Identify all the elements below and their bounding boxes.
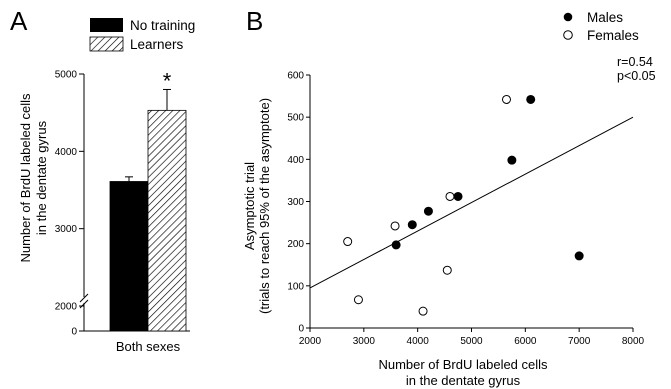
regression-line xyxy=(309,116,634,289)
scatter-y-tick-label: 100 xyxy=(287,281,304,292)
scatter-point-males xyxy=(423,206,433,216)
bar-y-axis-title-line2: in the dentate gyrus xyxy=(34,120,49,235)
scatter-point-males xyxy=(526,94,536,104)
scatter-x-tick-label: 4000 xyxy=(407,336,430,347)
panel-b-letter: B xyxy=(246,6,263,36)
axis-break-mark xyxy=(79,299,89,309)
scatter-y-tick-label: 400 xyxy=(287,155,304,166)
legend-label-no-training: No training xyxy=(130,18,195,33)
scatter-y-tick-label: 0 xyxy=(298,324,304,335)
stat-r: r=0.54 xyxy=(617,55,653,69)
bar-y-tick-label: 0 xyxy=(71,327,77,338)
legend-label-learners: Learners xyxy=(130,37,184,52)
bar-y-tick-label: 4000 xyxy=(55,147,78,158)
scatter-y-tick-label: 300 xyxy=(287,197,304,208)
significance-star: * xyxy=(163,68,172,93)
scatter-point-females xyxy=(501,94,511,104)
scatter-x-tick-label: 2000 xyxy=(299,336,322,347)
axis-break-mark xyxy=(79,293,89,303)
scatter-x-tick-label: 7000 xyxy=(568,336,591,347)
scatter-x-axis-title-line1: Number of BrdU labeled cells xyxy=(378,357,548,372)
scatter-point-females xyxy=(390,221,400,231)
scatter-point-males xyxy=(407,220,417,230)
bar-y-tick-label: 2000 xyxy=(55,302,78,313)
scatter-point-females xyxy=(442,265,452,275)
legend-swatch-learners xyxy=(89,36,124,52)
legend-label-females: Females xyxy=(587,28,639,43)
scatter-axes: 0 100 200 300 400 500 600 2000 3000 4000 5000 6000 7… xyxy=(287,71,644,348)
bar-learners xyxy=(147,109,187,332)
scatter-y-tick-label: 500 xyxy=(287,113,304,124)
scatter-y-axis-title-line2: (trials to reach 95% of the asymptote) xyxy=(257,98,272,314)
scatter-x-tick-label: 3000 xyxy=(353,336,376,347)
bar-category-label: Both sexes xyxy=(116,339,181,354)
scatter-x-tick-label: 8000 xyxy=(622,336,645,347)
scatter-x-tick-label: 6000 xyxy=(514,336,537,347)
stat-p: p<0.05 xyxy=(617,69,656,83)
scatter-point-females xyxy=(418,306,428,316)
scatter-point-females xyxy=(353,295,363,305)
legend-label-males: Males xyxy=(587,10,623,25)
scatter-points xyxy=(343,94,584,316)
legend-marker-females xyxy=(563,30,573,40)
bar-marks xyxy=(109,88,187,332)
scatter-point-males xyxy=(391,240,401,250)
bar-y-tick-label: 3000 xyxy=(55,224,78,235)
panel-a-letter: A xyxy=(10,6,28,36)
bar-y-axis-title-line1: Number of BrdU labeled cells xyxy=(18,93,33,263)
scatter-point-females xyxy=(343,237,353,247)
legend-swatch-no-training xyxy=(90,18,123,32)
scatter-x-axis-title-line2: in the dentate gyrus xyxy=(406,373,521,388)
scatter-point-males xyxy=(453,191,463,201)
scatter-point-males xyxy=(574,251,584,261)
scatter-x-tick-label: 5000 xyxy=(460,336,483,347)
bar-y-tick-label: 5000 xyxy=(55,70,78,81)
panel-a: A No training Learners Number of BrdU la… xyxy=(10,6,195,354)
scatter-y-axis-title-line1: Asymptotic trial xyxy=(242,162,257,250)
scatter-point-males xyxy=(507,155,517,165)
legend-marker-males xyxy=(563,12,573,22)
scatter-y-tick-label: 200 xyxy=(287,239,304,250)
bar-no-training xyxy=(109,181,149,332)
scatter-point-females xyxy=(445,191,455,201)
scatter-y-tick-label: 600 xyxy=(287,71,304,82)
panel-b: B Males Females r=0.54 p<0.05 Asymptotic… xyxy=(242,6,656,388)
